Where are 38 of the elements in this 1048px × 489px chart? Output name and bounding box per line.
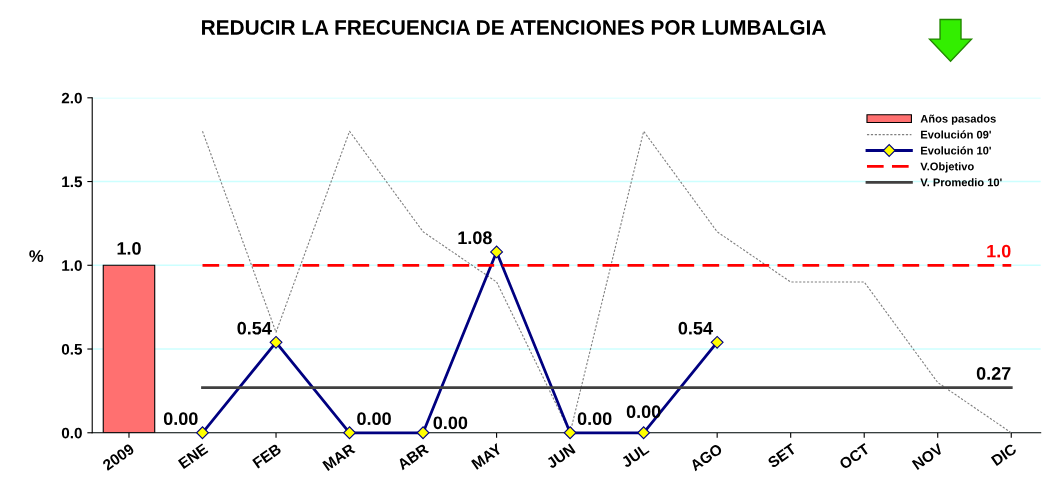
data-label: 1.0 [987,244,1011,258]
data-label: 1.0 [117,241,141,255]
x-tick-label: FEB [252,443,282,469]
point [416,426,430,440]
data-label: 0.00 [357,412,391,426]
x-tick-label: SET [766,442,797,469]
legend-label: V. Promedio 10' [920,178,1002,187]
y-tick-label: 2.0 [61,92,82,104]
data-label: 0.27 [976,367,1011,380]
x-tick-label: JUN [545,443,576,470]
y-tick-label: 1.0 [62,260,82,271]
legend-label: V.Objetivo [920,162,974,173]
x-tick-label: DIC [990,443,1018,467]
legend-label: Años pasados [920,114,996,125]
y-axis-title: % [29,250,44,262]
point [490,245,504,259]
y-tick-label: 1.5 [62,176,83,188]
x-tick-label: OCT [838,442,871,470]
point [343,426,357,440]
chart-title: REDUCIR LA FRECUENCIA DE ATENCIONES POR LUMBALGIA [202,20,826,35]
data-label: 0.54 [678,321,713,335]
data-label: 1.08 [458,231,492,245]
point [196,426,209,440]
point [269,335,283,349]
y-tick-label: 0.0 [61,427,82,439]
legend-label: Evolución 09' [921,130,991,139]
point [563,426,577,440]
y-tick-label: 0.5 [61,343,83,355]
data-label: 0.00 [433,416,468,430]
legend-label: Evolución 10' [921,146,991,155]
data-label: 0.00 [163,412,198,426]
x-tick-label: ENE [177,443,209,469]
data-label: 0.54 [237,321,272,335]
point [637,426,651,440]
point [710,335,724,349]
data-label: 0.00 [626,405,661,419]
x-tick-label: JUL [620,443,650,469]
data-label: 0.00 [577,412,612,426]
